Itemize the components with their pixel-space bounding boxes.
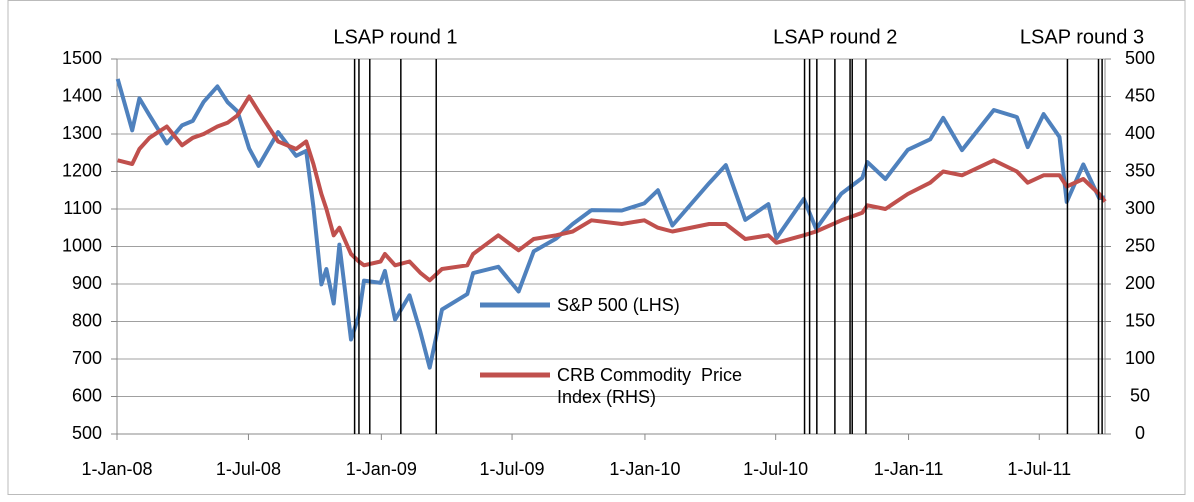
legend-label: S&P 500 (LHS)	[557, 295, 680, 315]
y-tick-label: 1200	[62, 160, 102, 180]
series-line	[115, 78, 1106, 370]
y-tick-label: 1400	[62, 85, 102, 105]
annotation: LSAP round 2	[773, 26, 897, 48]
y2-tick-label: 150	[1125, 310, 1155, 330]
y-tick-label: 1300	[62, 123, 102, 143]
x-tick-label: 1-Jan-08	[81, 459, 152, 479]
y2-tick-label: 500	[1125, 48, 1155, 68]
y-tick-label: 1000	[62, 235, 102, 255]
y2-tick-label: 250	[1125, 235, 1155, 255]
annotation: LSAP round 3	[1020, 26, 1144, 48]
y2-tick-label: 50	[1130, 385, 1150, 405]
y-tick-label: 800	[72, 310, 102, 330]
y2-tick-label: 400	[1125, 123, 1155, 143]
x-tick-label: 1-Jul-10	[743, 459, 808, 479]
x-tick-label: 1-Jul-11	[1007, 459, 1071, 479]
legend-label: CRB Commodity Price Index (RHS)	[557, 365, 748, 407]
y-tick-label: 900	[72, 273, 102, 293]
y2-tick-label: 100	[1125, 348, 1155, 368]
x-tick-label: 1-Jul-09	[480, 459, 545, 479]
y-tick-label: 600	[72, 385, 102, 405]
y2-tick-label: 450	[1125, 85, 1155, 105]
y2-tick-label: 0	[1135, 423, 1145, 443]
y-tick-label: 1500	[62, 48, 102, 68]
annotation: LSAP round 1	[333, 26, 457, 48]
x-tick-label: 1-Jan-09	[346, 459, 417, 479]
x-tick-label: 1-Jan-10	[609, 459, 680, 479]
series-line	[117, 94, 1107, 283]
x-tick-label: 1-Jan-11	[874, 459, 944, 479]
y2-tick-label: 200	[1125, 273, 1155, 293]
y2-tick-label: 350	[1125, 160, 1155, 180]
frame	[7, 0, 1186, 495]
y-tick-label: 500	[72, 423, 102, 443]
y-tick-label: 1100	[63, 198, 102, 218]
y2-tick-label: 300	[1125, 198, 1155, 218]
x-tick-label: 1-Jul-08	[216, 459, 281, 479]
y-tick-label: 700	[72, 348, 102, 368]
